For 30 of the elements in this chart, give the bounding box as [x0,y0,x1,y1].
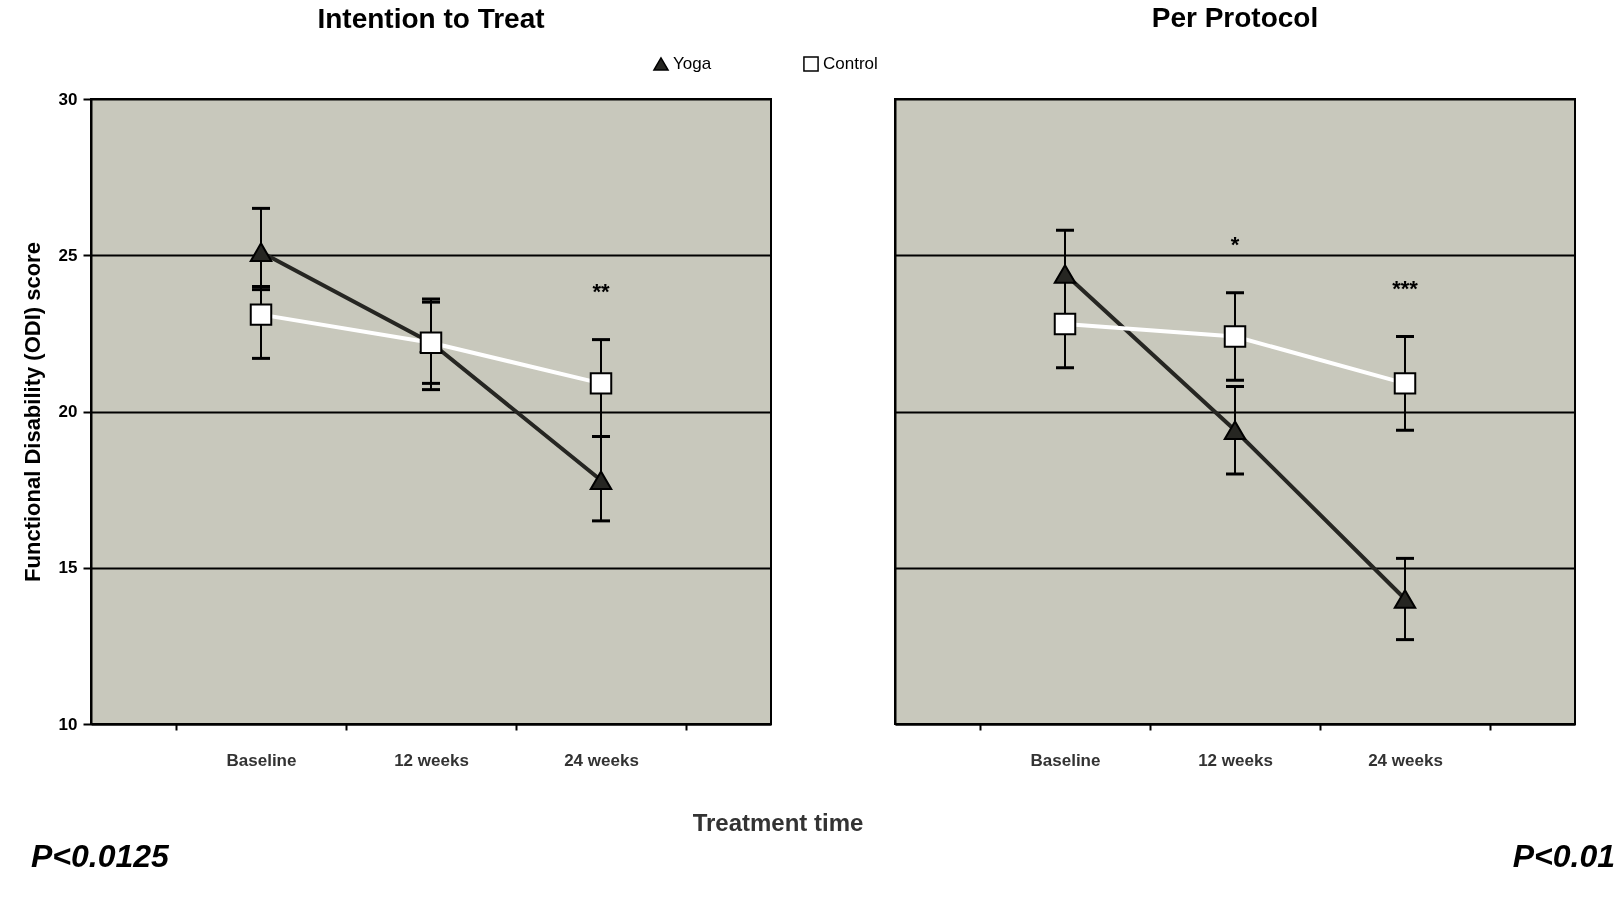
y-tick-label: 30 [58,89,78,109]
text: P<0.0125 [31,838,171,874]
x-tick-label: Baseline [1030,750,1101,770]
x-tick-label: 12 weeks [394,750,469,770]
point [1223,420,1247,441]
point [1223,325,1247,348]
chart-title: Intention to Treat [317,2,545,34]
point [1393,372,1417,395]
point [1053,264,1077,284]
annotation: ** [592,278,610,304]
annotation: *** [1392,275,1419,301]
legend-label: Yoga [673,54,712,73]
point [1053,312,1077,336]
y-tick-label: 15 [58,558,78,578]
text: P<0.01 [1512,838,1615,874]
y-tick-label: 20 [58,402,78,421]
y-axis-title: Functional Disability (ODI) score [19,242,45,582]
y-tick-label: 10 [58,714,78,734]
x-tick-label: 24 weeks [1368,750,1443,770]
x-tick-label: 12 weeks [1198,750,1273,770]
x-tick-label: Baseline [226,750,297,770]
y-tick-label: 25 [58,245,78,265]
point [589,372,613,395]
legend-label: Control [823,54,878,73]
x-tick-label: 24 weeks [564,750,639,770]
chart-title: Per Protocol [1151,2,1319,33]
point [1393,589,1417,609]
annotation: * [1230,231,1240,257]
point [249,303,273,326]
x-axis-title: Treatment time [692,809,864,836]
